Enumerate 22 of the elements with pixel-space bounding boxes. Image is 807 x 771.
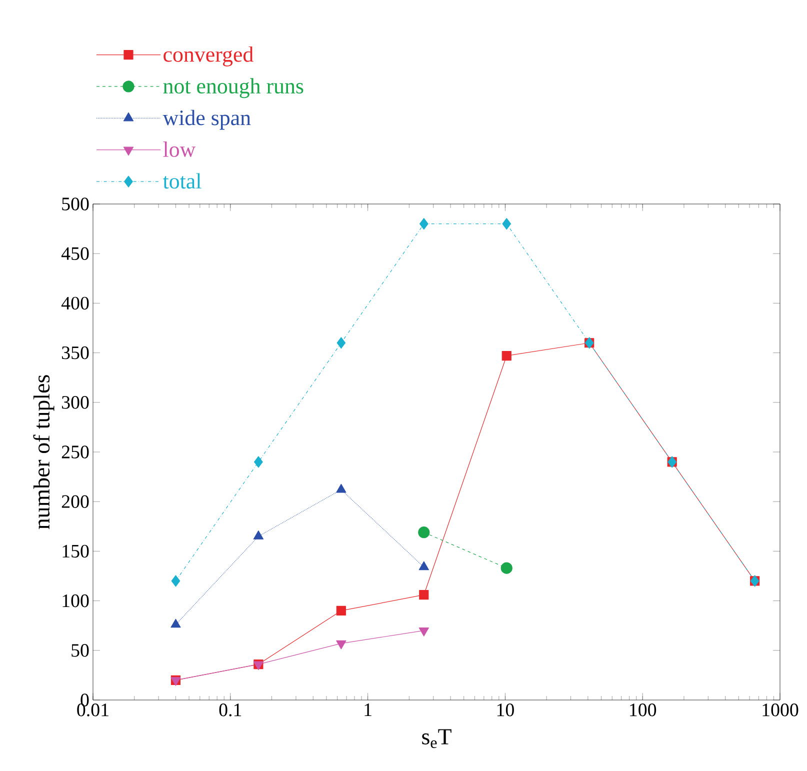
y-tick-label: 400 — [61, 296, 89, 310]
y-axis-title: number of tuples — [33, 375, 54, 530]
y-tick-label: 500 — [62, 198, 89, 210]
x-tick-label: 10 — [497, 704, 514, 716]
x-tick-label: 1000 — [762, 704, 798, 716]
y-tick-label: 150 — [62, 544, 89, 558]
legend-label: total — [162, 173, 202, 189]
y-tick-label: 300 — [62, 396, 89, 409]
y-tick-label: 50 — [72, 644, 89, 657]
y-tick-label: 100 — [62, 594, 89, 608]
y-tick-label: 350 — [62, 346, 89, 360]
y-tick-label: 250 — [62, 446, 89, 458]
y-tick-label: 200 — [62, 495, 89, 508]
x-axis-title: s$_{e}$T — [422, 729, 452, 748]
legend-label: not enough runs — [163, 78, 304, 98]
x-tick-label: 100 — [630, 704, 656, 716]
y-tick-label: 450 — [61, 247, 89, 260]
x-tick-label: 0.1 — [219, 704, 242, 716]
legend-label: low — [163, 142, 196, 157]
legend-label: converged — [164, 46, 254, 66]
legend-label: wide span — [162, 110, 251, 130]
x-tick-label: 1 — [364, 704, 372, 716]
